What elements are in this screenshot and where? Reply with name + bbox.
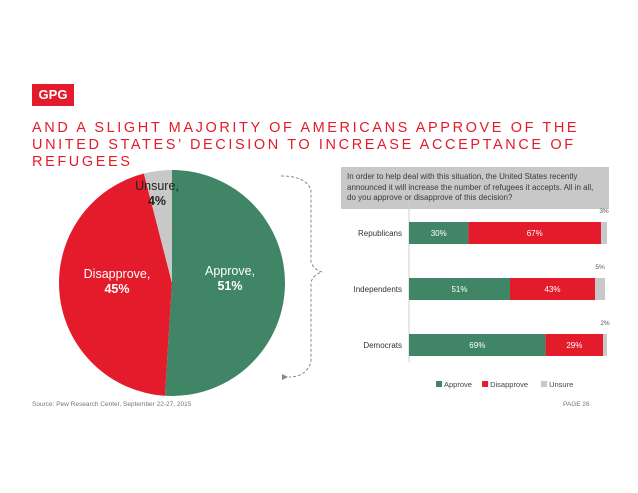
bar-data-label: 30%: [431, 229, 447, 238]
pie-label-value: 51%: [217, 279, 242, 293]
pie-label-value: 45%: [104, 282, 129, 296]
pie-slice-approve: [164, 170, 286, 396]
pie-chart: Approve,51% Disapprove,45% Unsure,4%: [59, 170, 286, 396]
bar-data-label: 67%: [527, 229, 543, 238]
bar-category-label: Republicans: [358, 229, 402, 238]
legend-label: Approve: [444, 380, 472, 389]
source-note: Source: Pew Research Center, September 2…: [32, 401, 192, 408]
pie-slice-disapprove: [59, 173, 172, 396]
pie-label-value: 4%: [148, 194, 166, 208]
legend-swatch: [482, 381, 489, 387]
bar-segment-disapprove: [545, 334, 604, 356]
bar-segment-unsure: [603, 334, 607, 356]
bracket-connector: [280, 175, 323, 380]
bar-segment-approve: [409, 278, 510, 300]
bar-segment-approve: [409, 334, 546, 356]
pie-label-name: Approve,: [205, 264, 255, 278]
legend-label: Unsure: [549, 380, 573, 389]
bar-segment-unsure: [601, 222, 607, 244]
legend-swatch: [541, 381, 548, 387]
legend-label: Disapprove: [490, 380, 528, 389]
bar-category-label: Democrats: [363, 341, 402, 350]
bar-data-label: 43%: [545, 285, 561, 294]
bar-segment-disapprove: [509, 278, 596, 300]
pie-label-name: Disapprove,: [84, 267, 151, 281]
bar-segment-disapprove: [468, 222, 602, 244]
bracket-arrow: [282, 374, 288, 380]
bar-category-label: Independents: [354, 285, 403, 294]
stacked-bar-chart: Republicans 30% 67% 3% Independents 51% 43% 5% D…: [354, 203, 610, 362]
pie-slice-unsure: [143, 170, 172, 283]
legend-swatch: [436, 381, 442, 387]
survey-question-box: In order to help deal with this situatio…: [341, 167, 609, 209]
bar-segment-unsure: [595, 278, 606, 300]
bracket-line: [280, 175, 323, 378]
pie-label-name: Unsure,: [135, 179, 179, 193]
brand-logo: GPG: [32, 84, 74, 106]
bar-data-label: 51%: [451, 285, 467, 294]
bar-data-label: 2%: [600, 320, 610, 327]
bar-data-label: 3%: [599, 208, 609, 215]
bar-data-label: 29%: [566, 341, 582, 350]
bar-segment-approve: [409, 222, 469, 244]
page-number: PAGE 26: [563, 401, 590, 408]
bar-legend: Approve Disapprove Unsure: [436, 380, 573, 389]
slide-headline: AND A SLIGHT MAJORITY OF AMERICANS APPRO…: [32, 120, 580, 170]
bar-data-label: 69%: [469, 341, 485, 350]
bar-data-label: 5%: [595, 264, 605, 271]
